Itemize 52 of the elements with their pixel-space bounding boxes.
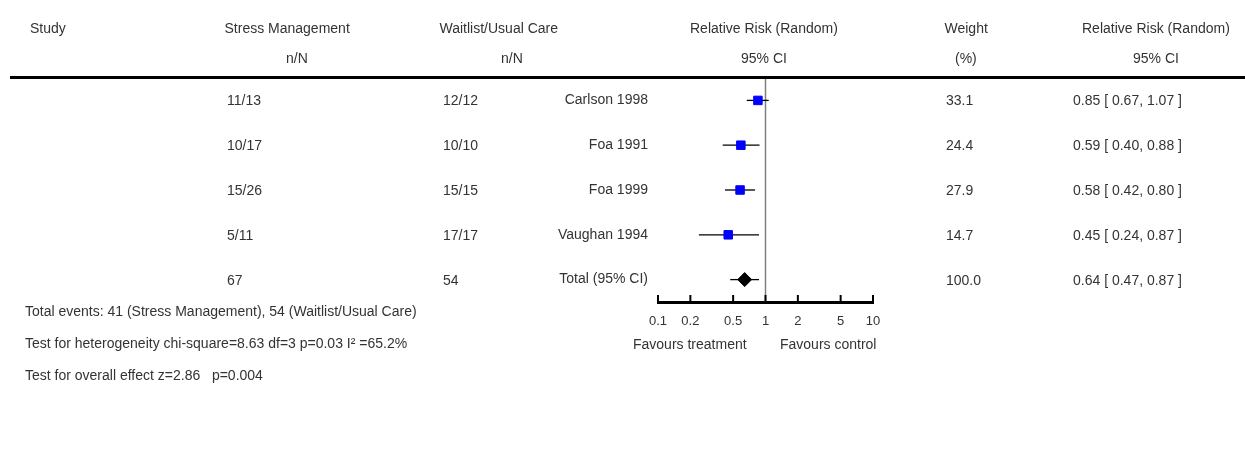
- y-tick-label: Total (95% CI): [559, 270, 648, 287]
- text: 15/26: [227, 182, 263, 198]
- text: 10/10: [443, 137, 479, 154]
- x-tick-label: 2: [794, 313, 802, 329]
- x-tick-label: 0.5: [724, 313, 743, 329]
- text: Study: [30, 20, 66, 36]
- text: n/N: [286, 50, 308, 66]
- chart-title: Relative Risk (Random): [690, 20, 838, 36]
- text: Test for heterogeneity chi-square=8.63 df=3 p=0.03 I² =65.2%: [25, 334, 408, 351]
- y-tick-label: Foa 1991: [588, 136, 649, 153]
- text: 100.0: [946, 271, 982, 288]
- text: 0.85 [ 0.67, 1.07 ]: [1073, 92, 1182, 109]
- text: 24.4: [946, 137, 974, 154]
- x-tick-label: 1: [761, 313, 770, 329]
- text: 54: [443, 271, 459, 288]
- text: Stress Management: [224, 20, 350, 36]
- text: 95% CI: [1133, 50, 1179, 66]
- text: 0.45 [ 0.24, 0.87 ]: [1073, 226, 1182, 243]
- text: Waitlist/Usual Care: [439, 20, 559, 36]
- text: Test for overall effect z=2.86 p=0.004: [25, 366, 263, 383]
- point: [753, 95, 763, 106]
- point: [736, 140, 746, 150]
- y-tick-label: Foa 1999: [588, 180, 649, 197]
- text: Favours control: [780, 336, 877, 352]
- text: 15/15: [443, 182, 479, 198]
- text: 0.58 [ 0.42, 0.80 ]: [1073, 182, 1182, 198]
- text: 14.7: [946, 226, 974, 243]
- y-tick-label: Carlson 1998: [564, 91, 649, 108]
- y-tick-label: Vaughan 1994: [557, 225, 649, 242]
- text: 0.64 [ 0.47, 0.87 ]: [1073, 271, 1182, 288]
- text: n/N: [501, 50, 523, 66]
- x-tick-label: 0.1: [648, 313, 668, 329]
- text: 12/12: [443, 92, 479, 109]
- text: 17/17: [443, 226, 479, 243]
- text: 27.9: [946, 182, 974, 198]
- text: 33.1: [946, 92, 974, 109]
- text: (%): [955, 50, 977, 66]
- text: 5/11: [227, 226, 254, 243]
- chart-subtitle: 95% CI: [741, 50, 787, 66]
- text: 11/13: [227, 92, 261, 109]
- point: [735, 185, 745, 195]
- text: 10/17: [227, 137, 263, 154]
- text: 0.59 [ 0.40, 0.88 ]: [1073, 137, 1182, 154]
- text: 67: [227, 271, 243, 288]
- text: Total events: 41 (Stress Management), 54 (Waitlist/Usual Care): [25, 302, 417, 319]
- point: [737, 272, 753, 288]
- x-tick-label: 0.2: [681, 313, 700, 329]
- x-tick-label: 10: [865, 313, 881, 329]
- text: Weight: [944, 20, 988, 36]
- x-tick-label: 5: [837, 313, 845, 329]
- text: Favours treatment: [633, 336, 747, 352]
- text: Relative Risk (Random): [1082, 20, 1230, 36]
